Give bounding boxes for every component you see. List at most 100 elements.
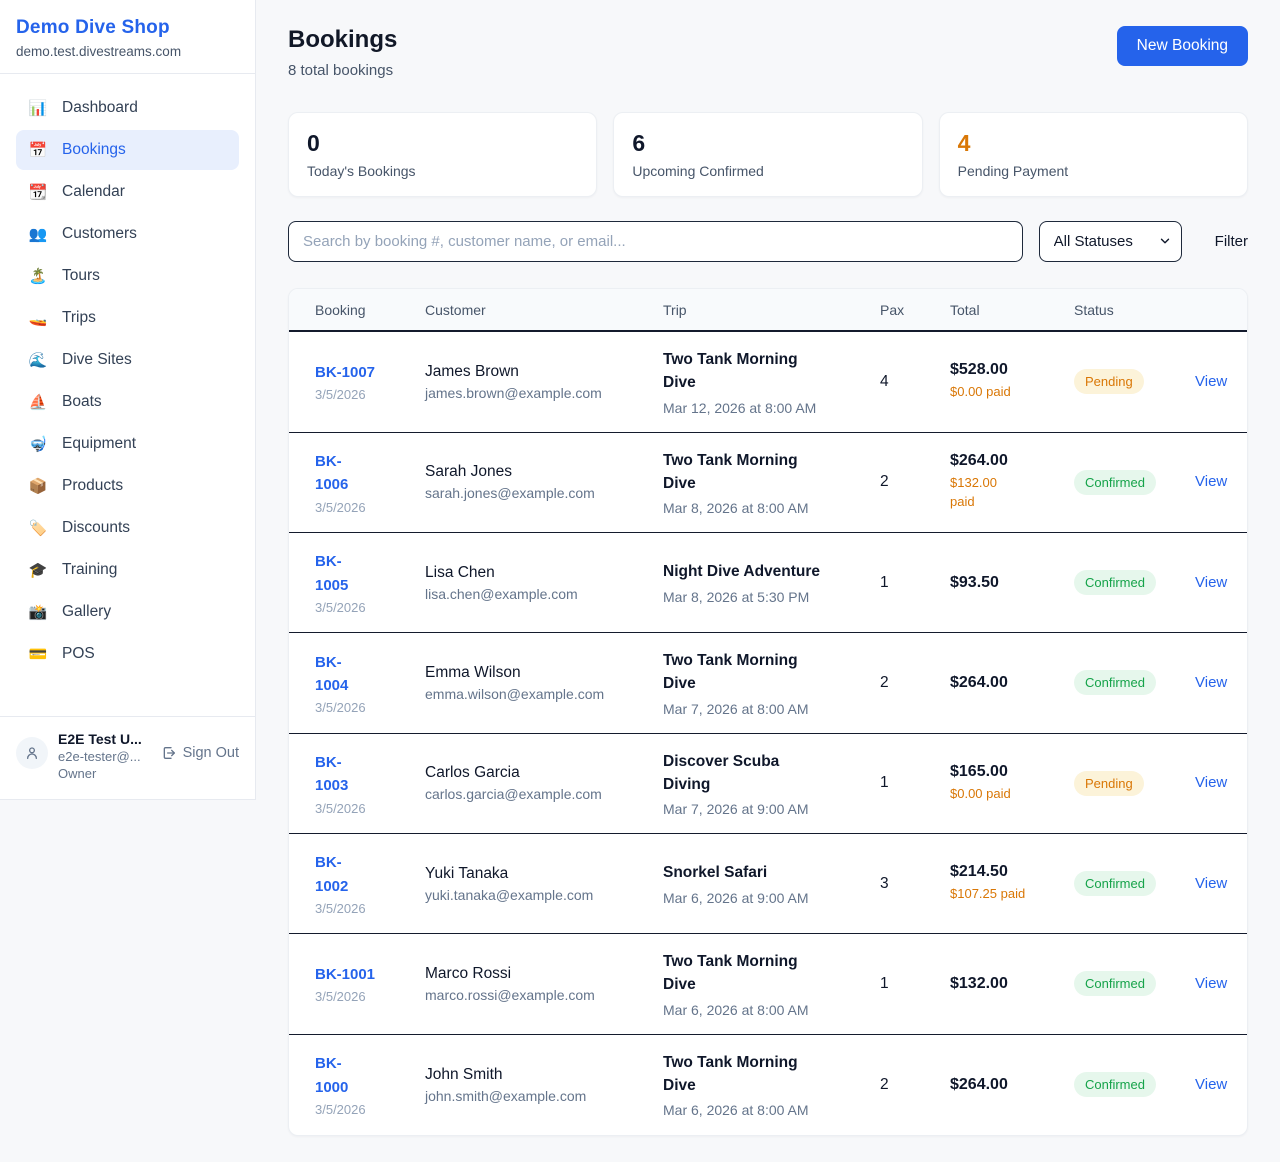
- new-booking-button[interactable]: New Booking: [1116, 26, 1248, 66]
- customer-email: sarah.jones@example.com: [425, 485, 595, 502]
- sidebar-item-tours[interactable]: 🏝️ Tours: [16, 256, 239, 296]
- pax-count: 1: [880, 974, 889, 992]
- view-link[interactable]: View: [1195, 372, 1228, 390]
- trip-datetime: Mar 8, 2026 at 8:00 AM: [663, 500, 809, 516]
- trip-name: Two Tank Morning Dive: [663, 451, 798, 492]
- user-name: E2E Test U...: [58, 731, 142, 747]
- sidebar-item-trips[interactable]: 🚤 Trips: [16, 298, 239, 338]
- paid-amount: $132.00 paid: [950, 475, 997, 510]
- customer-name: Emma Wilson: [425, 663, 521, 681]
- pax-count: 2: [880, 1075, 889, 1093]
- sidebar-item-customers[interactable]: 👥 Customers: [16, 214, 239, 254]
- sidebar-item-icon: 💳: [28, 646, 48, 663]
- brand-name: Demo Dive Shop: [16, 17, 170, 38]
- trip-datetime: Mar 8, 2026 at 5:30 PM: [663, 588, 810, 605]
- trip-datetime: Mar 6, 2026 at 8:00 AM: [663, 1102, 809, 1119]
- sidebar-item-label: Tours: [62, 267, 100, 284]
- sidebar-item-pos[interactable]: 💳 POS: [16, 634, 239, 674]
- booking-date: 3/5/2026: [315, 989, 366, 1005]
- view-link[interactable]: View: [1195, 974, 1228, 992]
- status-badge: Pending: [1074, 770, 1144, 796]
- view-link[interactable]: View: [1195, 1075, 1228, 1093]
- sidebar-item-icon: 🎓: [28, 562, 48, 579]
- customer-email: lisa.chen@example.com: [425, 585, 578, 602]
- booking-date: 3/5/2026: [315, 1101, 366, 1117]
- booking-id-link[interactable]: BK- 1002: [315, 854, 349, 895]
- brand-block: Demo Dive Shop demo.test.divestreams.com: [0, 0, 255, 74]
- customer-email: emma.wilson@example.com: [425, 685, 605, 702]
- brand-domain: demo.test.divestreams.com: [16, 44, 182, 59]
- view-link[interactable]: View: [1195, 874, 1228, 892]
- status-badge: Confirmed: [1074, 570, 1156, 595]
- trip-datetime: Mar 6, 2026 at 8:00 AM: [663, 1001, 809, 1018]
- customer-name: Marco Rossi: [425, 964, 512, 982]
- sidebar-item-icon: 🌊: [28, 352, 48, 369]
- sidebar-item-dashboard[interactable]: 📊 Dashboard: [16, 88, 239, 128]
- booking-id-link[interactable]: BK- 1006: [315, 453, 349, 494]
- table-row: BK- 1003 3/5/2026 Carlos Garcia carlos.g…: [289, 734, 1247, 834]
- logout-icon: [163, 747, 175, 759]
- sidebar-item-icon: 📸: [28, 604, 48, 621]
- booking-id-link[interactable]: BK-1001: [315, 966, 376, 984]
- sidebar-item-label: Products: [62, 477, 124, 494]
- booking-date: 3/5/2026: [315, 499, 366, 515]
- booking-id-link[interactable]: BK- 1004: [315, 653, 349, 694]
- booking-id-link[interactable]: BK- 1003: [315, 754, 349, 795]
- sidebar-item-label: Customers: [62, 225, 137, 242]
- status-badge: Confirmed: [1074, 670, 1156, 696]
- booking-id-link[interactable]: BK- 1000: [315, 1055, 349, 1096]
- sidebar-item-gallery[interactable]: 📸 Gallery: [16, 592, 239, 632]
- filter-label: Filter: [1214, 233, 1248, 250]
- total-amount: $528.00: [950, 361, 1008, 379]
- table-body: BK-1007 3/5/2026 James Brown james.brown…: [289, 332, 1247, 1135]
- table-row: BK- 1004 3/5/2026 Emma Wilson emma.wilso…: [289, 633, 1247, 734]
- sidebar-item-bookings[interactable]: 📅 Bookings: [16, 130, 239, 170]
- stat-card: 4 Pending Payment: [938, 112, 1248, 197]
- stat-value: 6: [632, 130, 646, 156]
- booking-date: 3/5/2026: [315, 599, 366, 615]
- sign-out-button[interactable]: Sign Out: [161, 745, 239, 761]
- sidebar-item-label: Equipment: [62, 435, 137, 452]
- total-amount: $165.00: [950, 762, 1008, 780]
- col-booking: Booking: [315, 301, 366, 318]
- sidebar-item-equipment[interactable]: 🤿 Equipment: [16, 424, 239, 464]
- view-link[interactable]: View: [1195, 673, 1228, 691]
- col-status: Status: [1074, 301, 1114, 318]
- table-row: BK- 1002 3/5/2026 Yuki Tanaka yuki.tanak…: [289, 834, 1247, 934]
- pax-count: 1: [880, 573, 889, 591]
- trip-datetime: Mar 6, 2026 at 9:00 AM: [663, 889, 809, 906]
- table-row: BK- 1006 3/5/2026 Sarah Jones sarah.jone…: [289, 433, 1247, 533]
- customer-email: yuki.tanaka@example.com: [425, 886, 594, 903]
- sidebar-item-label: Bookings: [62, 141, 126, 158]
- sidebar-item-calendar[interactable]: 📆 Calendar: [16, 172, 239, 212]
- sidebar-item-label: Dive Sites: [62, 351, 132, 368]
- booking-id-link[interactable]: BK-1007: [315, 364, 376, 382]
- sidebar-item-icon: 👥: [28, 226, 48, 243]
- sidebar-item-training[interactable]: 🎓 Training: [16, 550, 239, 590]
- status-badge: Confirmed: [1074, 871, 1156, 896]
- sidebar-item-boats[interactable]: ⛵ Boats: [16, 382, 239, 422]
- status-select[interactable]: All Statuses: [1038, 221, 1182, 262]
- sidebar-user-footer: E2E Test U... e2e-tester@... Owner Sign …: [0, 716, 255, 799]
- sidebar-nav: 📊 Dashboard 📅 Bookings 📆 Calendar 👥 Cust…: [0, 74, 255, 716]
- booking-date: 3/5/2026: [315, 700, 366, 715]
- search-input[interactable]: [288, 221, 1023, 262]
- sidebar-item-dive-sites[interactable]: 🌊 Dive Sites: [16, 340, 239, 380]
- view-link[interactable]: View: [1195, 473, 1228, 491]
- table-row: BK-1007 3/5/2026 James Brown james.brown…: [289, 332, 1247, 433]
- total-amount: $214.50: [950, 863, 1008, 881]
- booking-date: 3/5/2026: [315, 387, 366, 403]
- user-email: e2e-tester@...: [58, 749, 141, 764]
- table-row: BK- 1000 3/5/2026 John Smith john.smith@…: [289, 1035, 1247, 1135]
- sidebar-item-products[interactable]: 📦 Products: [16, 466, 239, 506]
- paid-amount: $0.00 paid: [950, 785, 1011, 801]
- sidebar: Demo Dive Shop demo.test.divestreams.com…: [0, 0, 256, 800]
- view-link[interactable]: View: [1195, 774, 1228, 792]
- stat-value: 0: [307, 130, 320, 156]
- view-link[interactable]: View: [1195, 573, 1228, 591]
- sidebar-item-label: Calendar: [62, 183, 125, 200]
- booking-id-link[interactable]: BK- 1005: [315, 553, 349, 594]
- table-header: Booking Customer Trip Pax Total Status: [289, 289, 1247, 332]
- total-amount: $264.00: [950, 452, 1008, 470]
- sidebar-item-discounts[interactable]: 🏷️ Discounts: [16, 508, 239, 548]
